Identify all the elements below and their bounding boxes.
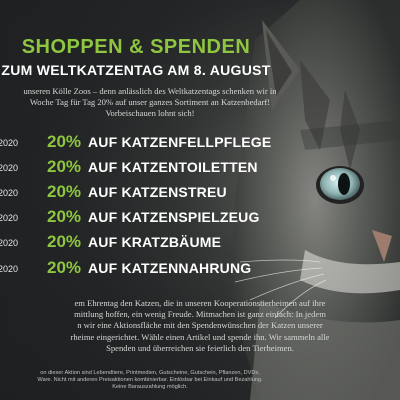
offer-date: 2020 bbox=[0, 238, 19, 248]
offer-label: AUF KATZENSPIELZEUG bbox=[88, 209, 260, 225]
outro-line: Spenden und überreichen sie feierlich de… bbox=[106, 342, 294, 353]
offer-percent: 20% bbox=[47, 157, 82, 176]
offer-percent: 20% bbox=[47, 182, 82, 201]
offer-date: 2020 bbox=[0, 138, 19, 148]
offer-date: 2020 bbox=[0, 264, 19, 274]
fine-line: on dieser Aktion sind Lebendtiere, Print… bbox=[40, 370, 260, 376]
offer-label: AUF KATZENTOILETTEN bbox=[88, 159, 258, 175]
outro-text: em Ehrentag den Katzen, die in unseren K… bbox=[0, 298, 400, 354]
offer-label: AUF KATZENFELLPFLEGE bbox=[88, 134, 272, 150]
offer-row: 2020 20% AUF KATZENSTREU bbox=[0, 182, 260, 202]
offer-percent: 20% bbox=[47, 258, 82, 277]
offer-row: 2020 20% AUF KATZENFELLPFLEGE bbox=[0, 132, 271, 152]
outro-line: n wir eine Aktionsfläche mit den Spenden… bbox=[77, 320, 323, 331]
offer-row: 2020 20% AUF KATZENSPIELZEUG bbox=[0, 207, 260, 227]
offer-percent: 20% bbox=[47, 232, 82, 251]
fine-line: Ware. Nicht mit anderen Preisaktionen ko… bbox=[37, 377, 263, 383]
offer-row: 2020 20% AUF KATZENTOILETTEN bbox=[0, 157, 260, 177]
intro-line: Vorbeischauen lohnt sich! bbox=[105, 108, 195, 118]
offer-row: 2020 20% AUF KATZENNAHRUNG bbox=[0, 258, 260, 278]
outro-line: mittlung hoffen, ein wenig Freude. Mitma… bbox=[74, 309, 326, 320]
offer-row: 2020 20% AUF KRATZBÄUME bbox=[0, 232, 260, 252]
offer-percent: 20% bbox=[47, 207, 82, 226]
intro-text: unseren Kölle Zoos – denn anlässlich des… bbox=[0, 86, 300, 119]
offer-date: 2020 bbox=[0, 213, 19, 223]
offer-label: AUF KRATZBÄUME bbox=[88, 234, 222, 250]
headline: SHOPPEN & SPENDEN bbox=[21, 36, 251, 58]
offer-label: AUF KATZENSTREU bbox=[88, 184, 227, 200]
outro-line: rheime eingerichtet. Wähle einen Artikel… bbox=[70, 331, 330, 342]
fine-print: on dieser Aktion sind Lebendtiere, Print… bbox=[0, 370, 300, 391]
intro-line: unseren Kölle Zoos – denn anlässlich des… bbox=[23, 86, 277, 96]
offer-date: 2020 bbox=[0, 188, 19, 198]
offer-label: AUF KATZENNAHRUNG bbox=[88, 260, 252, 276]
fine-line: Keine Barauszahlung möglich. bbox=[112, 384, 188, 390]
offer-date: 2020 bbox=[0, 163, 19, 173]
intro-line: Woche Tag für Tag 20% auf unser ganzes S… bbox=[29, 97, 271, 107]
outro-line: em Ehrentag den Katzen, die in unseren K… bbox=[74, 298, 326, 308]
offer-percent: 20% bbox=[47, 132, 82, 151]
subheadline: ZUM WELTKATZENTAG AM 8. AUGUST bbox=[1, 62, 271, 78]
